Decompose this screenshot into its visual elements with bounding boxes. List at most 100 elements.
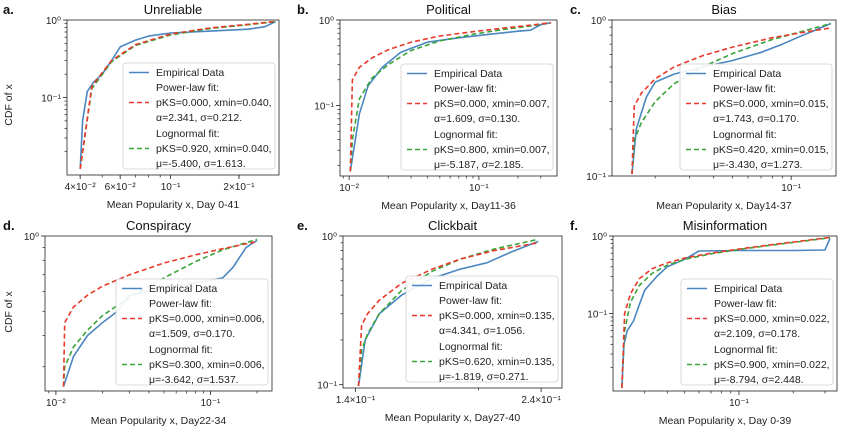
legend-lognormal-title: Lognormal fit: xyxy=(434,129,498,141)
series-powerlaw-line xyxy=(621,236,831,388)
legend-lognormal-params: pKS=0.900, xmin=0.022, xyxy=(714,359,830,371)
panel-label: f. xyxy=(570,218,578,233)
x-axis-label: Mean Popularity x, Day27-40 xyxy=(385,412,521,424)
legend-empirical-label: Empirical Data xyxy=(434,68,502,80)
series-lognormal-line xyxy=(357,238,539,387)
x-axis-label: Mean Popularity x, Day 0-41 xyxy=(107,199,240,211)
x-axis-label: Mean Popularity x, Day14-37 xyxy=(656,200,792,212)
y-tick-label: 10⁻¹ xyxy=(586,172,606,183)
legend-powerlaw-params-2: α=1.609, σ=0.130. xyxy=(434,113,520,125)
chart-panel-2: b. Political 10⁻² 10⁻¹ 10⁻¹ 10⁰ Mean Popularit… xyxy=(297,2,558,212)
series-lognormal-line xyxy=(621,236,831,388)
series-empirical-line xyxy=(621,238,831,388)
legend-lognormal-params: pKS=0.800, xmin=0.007, xyxy=(434,144,550,156)
legend-powerlaw-params-2: α=1.509, σ=0.170. xyxy=(149,328,235,340)
legend: Empirical Data Power-law fit: pKS=0.000, x… xyxy=(405,275,559,383)
legend-powerlaw-params: pKS=0.000, xmin=0.015, xyxy=(713,98,829,110)
panel-title: Clickbait xyxy=(428,218,478,233)
panel-label: b. xyxy=(297,2,309,17)
legend-lognormal-title: Lognormal fit: xyxy=(439,341,503,353)
legend-powerlaw-title: Power-law fit: xyxy=(714,298,777,310)
legend-powerlaw-params-2: α=2.109, σ=0.178. xyxy=(714,328,800,340)
axes-frame xyxy=(342,235,563,389)
legend-powerlaw-params: pKS=0.000, xmin=0.006, xyxy=(149,313,265,325)
legend-empirical-label: Empirical Data xyxy=(713,68,781,80)
legend-empirical-label: Empirical Data xyxy=(149,283,217,295)
y-tick-label: 10⁰ xyxy=(322,232,337,243)
series-lognormal-line xyxy=(79,20,276,170)
series-powerlaw-line xyxy=(349,21,552,172)
series-powerlaw-line xyxy=(631,27,832,175)
legend: Empirical Data Power-law fit: pKS=0.000, x… xyxy=(115,278,269,386)
x-tick-label: 2.4×10⁻¹ xyxy=(521,395,561,406)
legend-powerlaw-params: pKS=0.000, xmin=0.022, xyxy=(714,313,830,325)
y-tick-label: 10⁻¹ xyxy=(317,381,337,392)
chart-panel-6: f. Misinformation 10⁻¹ 10⁻¹ 10⁰ Mean Populari… xyxy=(570,218,838,427)
axes-frame xyxy=(339,19,558,177)
legend-lognormal-params-2: μ=-5.187, σ=2.185. xyxy=(434,159,524,171)
legend-box xyxy=(679,63,833,171)
legend-powerlaw-params: pKS=0.000, xmin=0.135, xyxy=(439,310,555,322)
panel-label: d. xyxy=(3,218,15,233)
legend-powerlaw-params-2: α=4.341, σ=1.056. xyxy=(439,325,525,337)
legend-powerlaw-params-2: α=2.341, σ=0.212. xyxy=(156,112,242,124)
legend-box xyxy=(122,62,276,170)
legend-lognormal-params: pKS=0.620, xmin=0.135, xyxy=(439,356,555,368)
panel-title: Misinformation xyxy=(683,218,768,233)
legend-empirical-label: Empirical Data xyxy=(156,67,224,79)
chart-panel-3: c. Bias 10⁻¹ 10⁻¹ 10⁰ Mean Popularity x, Day1… xyxy=(570,2,837,212)
series-lognormal-line xyxy=(349,21,552,172)
y-tick-label: 10⁰ xyxy=(592,232,607,243)
y-tick-label: 10⁰ xyxy=(319,16,334,27)
panel-label: e. xyxy=(297,218,308,233)
x-tick-label: 10⁻² xyxy=(46,398,66,409)
x-tick-label: 2×10⁻¹ xyxy=(223,182,255,193)
legend-lognormal-params-2: μ=-1.819, σ=0.271. xyxy=(439,371,529,383)
legend-powerlaw-title: Power-law fit: xyxy=(156,82,219,94)
legend: Empirical Data Power-law fit: pKS=0.000, x… xyxy=(679,63,833,171)
chart-panel-1: a. Unreliable 4×10⁻² 6×10⁻² 10⁻¹ 2×10⁻¹ 10⁻¹ 10… xyxy=(3,2,280,211)
legend-lognormal-title: Lognormal fit: xyxy=(149,344,213,356)
panel-title: Unreliable xyxy=(144,2,203,17)
x-tick-label: 6×10⁻² xyxy=(105,182,137,193)
legend-empirical-label: Empirical Data xyxy=(439,280,507,292)
series-powerlaw-line xyxy=(357,242,539,387)
legend-box xyxy=(115,278,269,386)
legend-box xyxy=(680,278,834,386)
y-tick-label: 10⁻¹ xyxy=(314,102,334,113)
legend-lognormal-params: pKS=0.300, xmin=0.006, xyxy=(149,359,265,371)
x-tick-label: 4×10⁻² xyxy=(65,182,97,193)
legend: Empirical Data Power-law fit: pKS=0.000, x… xyxy=(680,278,834,386)
legend-powerlaw-title: Power-law fit: xyxy=(713,83,776,95)
legend-lognormal-params: pKS=0.920, xmin=0.040, xyxy=(156,143,272,155)
panel-title: Bias xyxy=(711,2,737,17)
chart-panel-4: d. Conspiracy 10⁻² 10⁻¹ 10⁰ Mean Popularity x… xyxy=(3,218,273,427)
y-tick-label: 10⁰ xyxy=(591,16,606,27)
legend-box xyxy=(400,63,554,171)
panel-title: Political xyxy=(426,2,471,17)
x-tick-label: 10⁻¹ xyxy=(729,398,749,409)
panel-label: a. xyxy=(3,2,14,17)
figure-ylabel-bottom: CDF of x xyxy=(3,291,15,333)
series-powerlaw-line xyxy=(79,20,276,170)
y-tick-label: 10⁻¹ xyxy=(587,310,607,321)
legend: Empirical Data Power-law fit: pKS=0.000, x… xyxy=(400,63,554,171)
series-empirical-line xyxy=(79,20,277,169)
y-tick-label: 10⁰ xyxy=(24,232,39,243)
x-tick-label: 1.4×10⁻¹ xyxy=(336,395,376,406)
legend-lognormal-params: pKS=0.420, xmin=0.015, xyxy=(713,144,829,156)
x-tick-label: 10⁻¹ xyxy=(201,398,221,409)
legend: Empirical Data Power-law fit: pKS=0.000, x… xyxy=(122,62,276,170)
panel-title: Conspiracy xyxy=(126,218,192,233)
panel-label: c. xyxy=(570,2,581,17)
legend-powerlaw-params: pKS=0.000, xmin=0.007, xyxy=(434,98,550,110)
legend-box xyxy=(405,275,559,383)
figure-ylabel-top: CDF of x xyxy=(3,84,15,126)
y-tick-label: 10⁰ xyxy=(46,16,61,27)
x-tick-label: 10⁻¹ xyxy=(161,182,181,193)
legend-powerlaw-params: pKS=0.000, xmin=0.040, xyxy=(156,97,272,109)
legend-lognormal-params-2: μ=-3.430, σ=1.273. xyxy=(713,159,803,171)
x-tick-label: 10⁻¹ xyxy=(469,183,489,194)
legend-lognormal-title: Lognormal fit: xyxy=(156,128,220,140)
